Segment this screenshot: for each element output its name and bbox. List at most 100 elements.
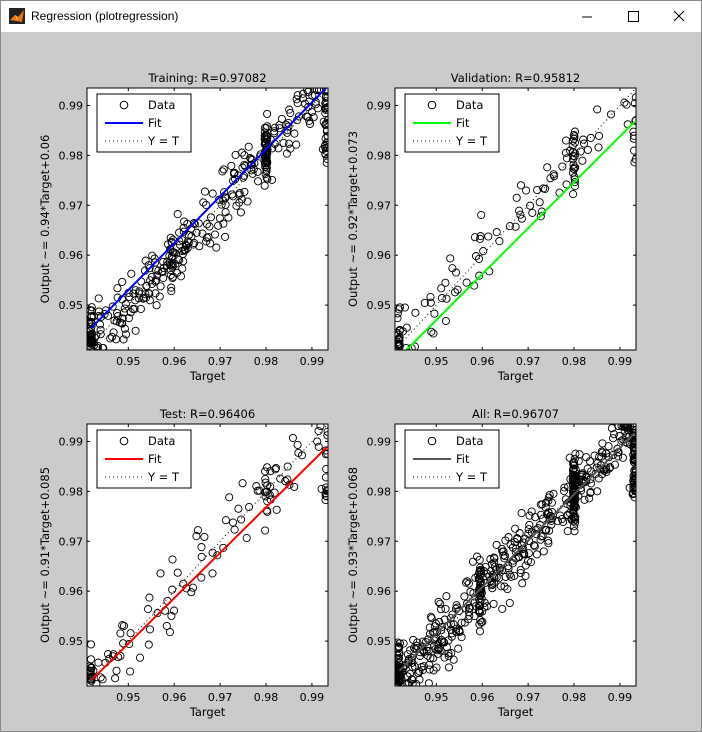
data-point [580, 139, 589, 148]
data-point [506, 540, 515, 549]
plot-marks [395, 88, 636, 350]
data-point [266, 467, 275, 476]
data-point [407, 653, 417, 662]
title-bar[interactable]: Regression (plotregression) [1, 1, 701, 32]
data-point [261, 147, 270, 156]
data-point [412, 641, 421, 650]
data-point [582, 453, 591, 462]
data-point [277, 114, 286, 123]
data-point [168, 555, 177, 564]
data-point [188, 583, 198, 592]
close-button[interactable] [656, 1, 702, 32]
maximize-button[interactable] [610, 1, 656, 32]
legend-fit-label: Fit [456, 116, 470, 130]
data-point [606, 110, 616, 119]
data-point [464, 608, 473, 617]
legend: Data Fit Y = T [404, 93, 500, 153]
data-point [465, 604, 474, 613]
data-point [542, 510, 552, 519]
data-point [532, 530, 541, 539]
data-point [447, 629, 457, 638]
data-point [197, 543, 206, 552]
data-point [193, 526, 203, 535]
data-point [406, 646, 415, 655]
plot-title: Test: R=0.96406 [159, 407, 255, 421]
legend-data-marker [119, 100, 129, 110]
data-point [538, 531, 547, 540]
data-point [514, 552, 523, 561]
data-point [134, 294, 143, 303]
data-point [173, 568, 182, 577]
data-point [568, 136, 577, 145]
data-point [541, 498, 551, 507]
data-point [219, 165, 228, 174]
data-point [571, 449, 580, 458]
data-point [562, 136, 571, 145]
data-point [317, 484, 326, 494]
data-point [156, 282, 165, 291]
data-point [398, 327, 407, 336]
data-point [402, 343, 411, 350]
data-point [579, 135, 588, 144]
data-point [574, 457, 583, 466]
data-point [560, 483, 569, 492]
data-point [218, 167, 227, 176]
data-point [622, 424, 631, 431]
data-point [95, 320, 105, 329]
data-point [492, 228, 501, 237]
data-point [520, 550, 529, 559]
data-point [240, 187, 249, 196]
data-point [511, 222, 520, 231]
data-point [462, 278, 471, 287]
identity-line [87, 88, 328, 350]
data-point [546, 174, 555, 183]
data-point [468, 557, 478, 566]
data-point [322, 158, 328, 167]
data-point [542, 526, 551, 535]
data-point [213, 551, 222, 560]
data-point [323, 138, 328, 147]
data-point [498, 604, 507, 613]
data-point [261, 478, 270, 487]
data-point [112, 335, 121, 344]
data-point [563, 511, 572, 520]
data-point [167, 283, 176, 292]
axes-frame [394, 87, 637, 351]
legend-data-label: Data [148, 98, 175, 112]
data-point [630, 158, 636, 167]
data-point [578, 156, 587, 165]
data-point [314, 426, 323, 436]
data-point [434, 597, 443, 606]
data-point [276, 474, 285, 483]
data-point [98, 343, 107, 350]
data-point [591, 469, 600, 478]
data-point [484, 232, 493, 241]
legend: Data Fit Y = T [404, 429, 500, 489]
minimize-button[interactable] [564, 1, 610, 32]
data-point [145, 264, 154, 273]
data-point [450, 288, 460, 297]
data-point [618, 453, 628, 462]
data-point [614, 424, 623, 431]
data-point [284, 122, 293, 131]
data-point [490, 558, 499, 567]
legend-fit-label: Fit [148, 116, 162, 130]
x-tick-label: 0.97 [516, 691, 541, 704]
data-point [293, 91, 302, 100]
data-point [119, 308, 129, 317]
data-point [569, 512, 578, 522]
y-tick-label: 0.95 [367, 299, 392, 312]
data-point [474, 254, 484, 263]
data-point [219, 219, 228, 228]
data-point [600, 465, 609, 474]
data-point [312, 88, 322, 95]
data-point [245, 502, 254, 512]
data-point [93, 343, 102, 350]
data-point [285, 105, 294, 114]
data-point [436, 605, 446, 614]
data-point [629, 456, 636, 465]
data-point [322, 464, 328, 474]
data-point [151, 258, 160, 267]
data-point [189, 219, 198, 228]
data-point [323, 431, 328, 440]
